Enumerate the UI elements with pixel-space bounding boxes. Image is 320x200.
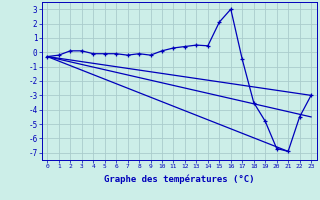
X-axis label: Graphe des températures (°C): Graphe des températures (°C): [104, 175, 254, 184]
